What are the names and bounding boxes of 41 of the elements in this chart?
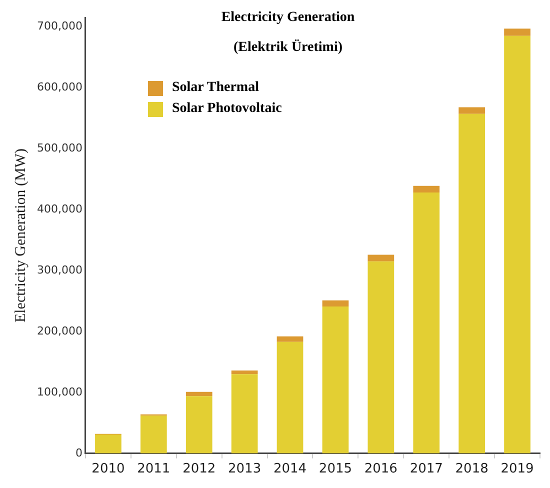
x-tick-label: 2011: [137, 462, 170, 477]
x-tick-label: 2013: [228, 462, 262, 477]
y-tick-label: 400,000: [36, 202, 82, 216]
bar: [504, 28, 530, 36]
y-tick-label: 200,000: [36, 324, 82, 338]
bar: [276, 342, 304, 454]
bar: [186, 396, 212, 454]
bar: [413, 192, 440, 454]
text: (Elektrik Üretimi): [232, 40, 344, 56]
bar: [458, 114, 486, 454]
y-tick-label: 100,000: [36, 385, 82, 398]
x-tick-label: 2010: [92, 462, 125, 477]
y-tick-label: 500,000: [36, 142, 82, 155]
legend-label: Solar Photovoltaic: [172, 101, 282, 117]
legend-label: Solar Thermal: [172, 80, 259, 96]
bar: [95, 434, 122, 454]
bar: [186, 392, 212, 396]
x-tick-label: 2017: [410, 462, 443, 477]
y-axis-title: Electricity Generation (MW): [12, 148, 29, 323]
bar: [231, 374, 258, 454]
bar: [368, 261, 394, 454]
x-tick-label: 2012: [182, 462, 216, 477]
y-tick-label: 0: [75, 446, 82, 460]
x-tick-label: 2014: [273, 462, 307, 477]
x-tick-label: 2019: [500, 462, 534, 477]
bar: [276, 336, 304, 342]
bar: [322, 306, 349, 454]
bar: [140, 416, 167, 454]
y-tick-label: 600,000: [36, 80, 82, 94]
x-tick-label: 2018: [455, 462, 488, 477]
bar: [368, 254, 394, 262]
bar: [458, 107, 486, 114]
x-tick-label: 2015: [318, 462, 352, 477]
bar: [322, 300, 349, 307]
bar: [413, 186, 440, 193]
y-tick-label: 700,000: [36, 20, 82, 33]
x-tick-label: 2016: [364, 462, 398, 477]
y-tick-label: 300,000: [36, 263, 82, 276]
chart-title: Electricity Generation: [220, 10, 356, 26]
bar: [504, 36, 530, 454]
bar: [231, 370, 258, 374]
